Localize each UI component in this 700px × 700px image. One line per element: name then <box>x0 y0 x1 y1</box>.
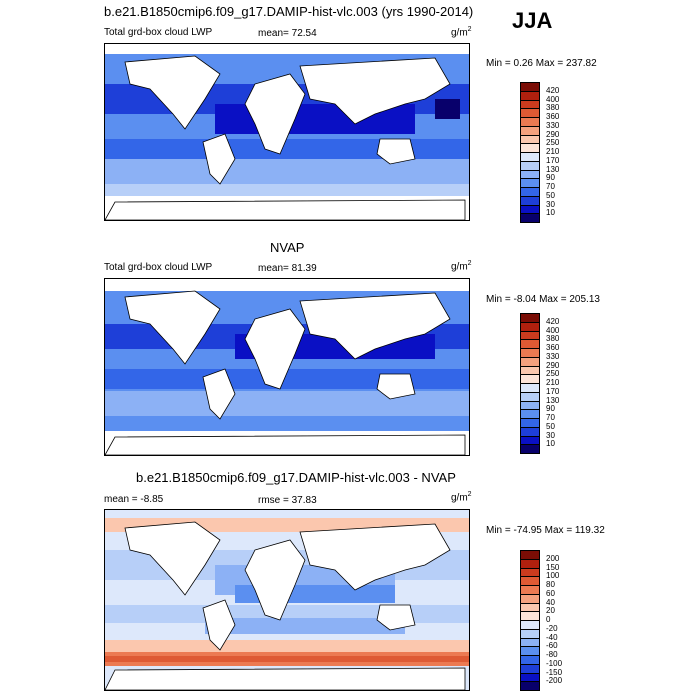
colorbar-tick-label: 10 <box>546 439 555 449</box>
colorbar-tick-label: -40 <box>546 632 558 642</box>
colorbar-tick-label: 20 <box>546 606 555 616</box>
season-label: JJA <box>512 8 553 33</box>
colorbar-tick-label: 200 <box>546 553 560 563</box>
colorbar-tick-label: 30 <box>546 199 555 209</box>
colorbar-tick-label: 360 <box>546 112 560 121</box>
colorbar-tick-label: 420 <box>546 316 560 326</box>
colorbar-tick-label: -150 <box>546 667 563 677</box>
panel1-map-field <box>105 44 469 220</box>
colorbar-tick-label: 70 <box>546 182 555 191</box>
panel2-minmax: Min = -8.04 Max = 205.13 <box>486 294 600 305</box>
colorbar-tick-label: 90 <box>546 404 555 414</box>
colorbar-tick-label: 290 <box>546 360 560 370</box>
colorbar-tick-label: 150 <box>546 562 560 572</box>
panel3-units: g/m2 <box>451 491 472 504</box>
colorbar-swatch <box>520 681 540 691</box>
colorbar-tick-label: 170 <box>546 386 560 396</box>
colorbar-tick-label: 80 <box>546 580 555 589</box>
colorbar-tick-label: 50 <box>546 421 555 431</box>
panel1-variable-label: Total grd-box cloud LWP <box>104 27 213 38</box>
colorbar-tick-label: 10 <box>546 208 555 218</box>
panel2-title: NVAP <box>270 240 305 255</box>
colorbar-tick-label: 170 <box>546 155 560 165</box>
colorbar-tick-label: 40 <box>546 597 555 607</box>
colorbar-tick-label: 250 <box>546 138 560 148</box>
colorbar-tick-label: 380 <box>546 103 560 113</box>
colorbar-tick-label: 360 <box>546 343 560 352</box>
colorbar-tick-label: 70 <box>546 413 555 422</box>
colorbar-tick-label: -100 <box>546 658 563 668</box>
colorbar-tick-label: -20 <box>546 623 558 633</box>
colorbar-tick-label: 50 <box>546 190 555 200</box>
colorbar-tick-label: 210 <box>546 378 560 387</box>
panel3-colorbar: 200 150 100 80 60 40 20 0 -20 -40 -60 -80 -100 -150 -2… <box>520 550 562 691</box>
colorbar-tick-label: 210 <box>546 147 560 156</box>
panel2-units: g/m2 <box>451 260 472 273</box>
panel2-map-field <box>105 279 469 455</box>
colorbar-tick-label: 60 <box>546 588 555 598</box>
colorbar-tick-label: 400 <box>546 94 560 104</box>
panel2-mean-label: mean= 81.39 <box>258 263 317 274</box>
colorbar-tick-label: 130 <box>546 395 560 405</box>
colorbar-tick-label: 290 <box>546 129 560 139</box>
colorbar-tick-label: -80 <box>546 650 558 659</box>
panel3-rmse-label: rmse = 37.83 <box>258 495 317 506</box>
panel3-map <box>104 509 470 691</box>
panel3-mean-label: mean = -8.85 <box>104 494 164 505</box>
panel1-mean-label: mean= 72.54 <box>258 28 317 39</box>
colorbar-tick-label: 330 <box>546 120 560 130</box>
colorbar-tick-label: -60 <box>546 641 558 651</box>
colorbar-tick-label: 30 <box>546 430 555 440</box>
panel1-map <box>104 43 470 221</box>
panel1-minmax: Min = 0.26 Max = 237.82 <box>486 58 597 69</box>
colorbar-tick-label: 380 <box>546 334 560 344</box>
colorbar-tick-label: 100 <box>546 571 560 581</box>
panel2-variable-label: Total grd-box cloud LWP <box>104 262 213 273</box>
panel3-minmax: Min = -74.95 Max = 119.32 <box>486 525 605 536</box>
colorbar-tick-label: 400 <box>546 325 560 335</box>
panel2-colorbar: 420 400 380 360 330 290 250 210 170 130 90 70 50 30 10 <box>520 313 559 454</box>
colorbar-swatch <box>520 213 540 223</box>
colorbar-tick-label: 250 <box>546 369 560 379</box>
panel1-units: g/m2 <box>451 26 472 39</box>
panel1-title: b.e21.B1850cmip6.f09_g17.DAMIP-hist-vlc.… <box>104 4 474 19</box>
panel2-map <box>104 278 470 456</box>
colorbar-swatch <box>520 444 540 454</box>
panel3-map-field <box>105 510 469 690</box>
colorbar-tick-label: 0 <box>546 615 551 624</box>
colorbar-tick-label: -200 <box>546 676 563 686</box>
panel3-title: b.e21.B1850cmip6.f09_g17.DAMIP-hist-vlc.… <box>136 470 456 485</box>
panel1-colorbar: 420 400 380 360 330 290 250 210 170 130 90 70 50 30 10 <box>520 82 559 223</box>
colorbar-tick-label: 90 <box>546 173 555 183</box>
colorbar-tick-label: 330 <box>546 351 560 361</box>
colorbar-tick-label: 420 <box>546 85 560 95</box>
colorbar-tick-label: 130 <box>546 164 560 174</box>
